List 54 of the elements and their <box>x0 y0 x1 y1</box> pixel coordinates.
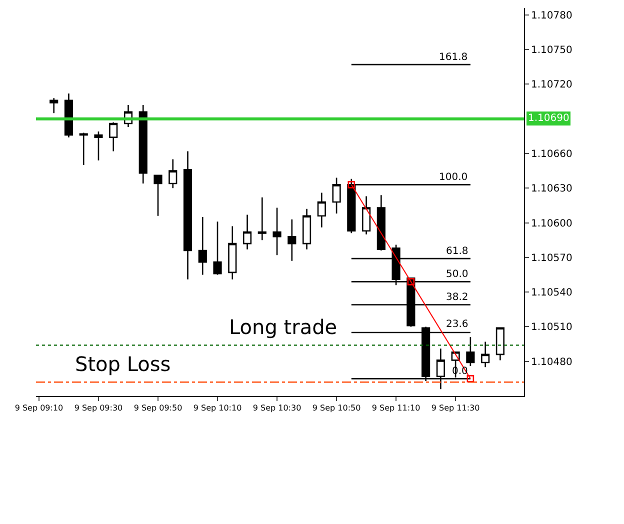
y-tick-label: 1.10600 <box>531 218 572 230</box>
ref-line-label: Long trade <box>229 315 338 339</box>
y-tick-label: 1.10570 <box>531 252 572 264</box>
x-tick-label: 9 Sep 10:50 <box>312 404 361 413</box>
candlestick <box>213 220 222 276</box>
y-tick-label: 1.10780 <box>531 10 572 22</box>
candlestick <box>64 92 74 138</box>
series-label: 50.0 <box>446 269 468 280</box>
candlestick <box>272 207 282 256</box>
candlestick <box>154 174 162 217</box>
ref-line-label: Stop Loss <box>75 352 171 376</box>
candlestick <box>183 150 192 280</box>
y-tick-label: 1.10480 <box>531 356 572 368</box>
candlestick <box>258 196 266 241</box>
candlestick <box>79 132 88 166</box>
candlestick <box>466 336 475 367</box>
x-tick-label: 9 Sep 09:30 <box>74 404 123 413</box>
candlestick <box>198 216 207 276</box>
y-tick-label: 1.10660 <box>531 149 572 160</box>
series-label: 61.8 <box>446 246 468 257</box>
candlestick <box>302 208 312 250</box>
x-tick-label: 9 Sep 10:10 <box>193 404 242 413</box>
candlestick <box>50 97 58 114</box>
point <box>348 181 356 188</box>
y-tick-label: 1.10540 <box>531 288 572 299</box>
x-tick-label: 9 Sep 10:30 <box>252 404 302 413</box>
candlestick <box>138 104 148 184</box>
y-tick-label: 1.10510 <box>531 322 572 334</box>
y-tick-label: 1.10720 <box>531 80 572 91</box>
candlestick <box>288 218 296 262</box>
candlestick <box>481 341 490 368</box>
x-tick-label: 9 Sep 09:50 <box>134 404 182 413</box>
x-tick-label: 9 Sep 11:30 <box>431 404 480 413</box>
series-label: 23.6 <box>446 319 468 330</box>
point <box>407 278 415 286</box>
candlestick <box>376 194 386 252</box>
y-tick-label: 1.10750 <box>531 45 572 56</box>
candlestick <box>332 177 341 214</box>
series-label: 38.2 <box>446 292 468 303</box>
candlestick <box>362 196 371 235</box>
point <box>466 375 474 382</box>
x-tick-label: 9 Sep 09:10 <box>14 404 64 413</box>
candlestick <box>496 327 504 361</box>
series-label: 161.8 <box>439 52 468 63</box>
candlestick <box>317 192 326 228</box>
candlestick <box>228 226 237 280</box>
x-tick-label: 9 Sep 11:10 <box>372 404 420 413</box>
candlestick <box>94 130 103 162</box>
candlestick <box>242 214 252 250</box>
candlestick <box>109 122 118 152</box>
series-label: 100.0 <box>439 172 468 183</box>
candlestick <box>168 158 178 189</box>
y-tick-label: 1.10630 <box>531 184 572 195</box>
ref-line-label: 1.10690 <box>528 113 570 124</box>
